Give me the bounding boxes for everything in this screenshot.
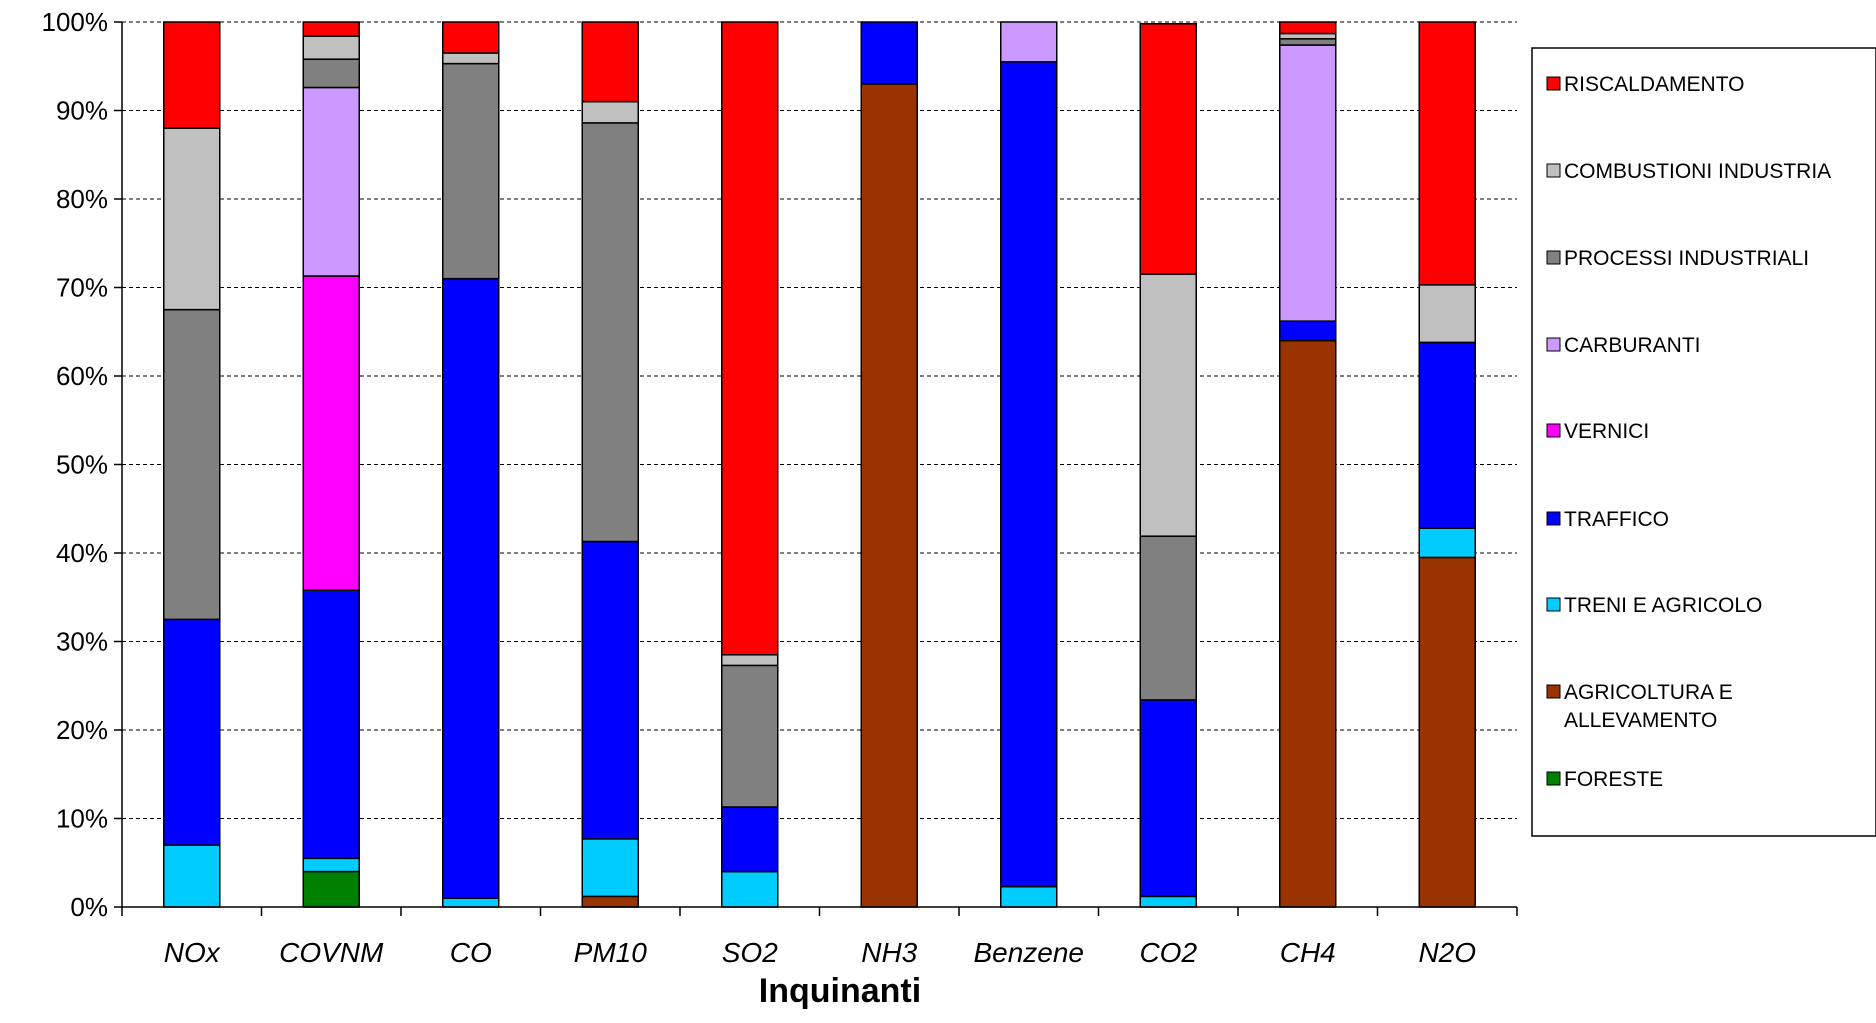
bar-segment — [1418, 341, 1476, 529]
bar-segment — [860, 83, 918, 908]
bar-segment — [442, 277, 500, 899]
bar-segment — [581, 122, 639, 543]
bar-segment — [1279, 21, 1337, 35]
bar-segment — [1418, 284, 1476, 344]
y-tick-label: 90% — [56, 96, 108, 126]
legend-swatch — [1546, 163, 1561, 178]
y-tick-label: 80% — [56, 184, 108, 214]
x-tick-label: CH4 — [1280, 937, 1336, 968]
y-tick-labels: 0% 10% 20% 30% 40% 50% 60% 70% 80% 90% 100% — [42, 7, 122, 922]
legend-box — [1531, 47, 1876, 837]
bar-segment — [581, 540, 639, 840]
bar-segment — [1000, 885, 1058, 908]
bar-segment — [442, 62, 500, 280]
bar-segment — [163, 308, 221, 621]
bar-segment — [1418, 556, 1476, 908]
x-axis-title: Inquinanti — [759, 972, 921, 1010]
bar-segment — [1279, 320, 1337, 342]
bar-segment — [1279, 44, 1337, 322]
bar-segment — [1000, 61, 1058, 888]
bar-segment — [442, 52, 500, 65]
x-tick-label: Benzene — [973, 937, 1084, 968]
bar-segment — [1139, 535, 1197, 701]
bar-segment — [302, 857, 360, 873]
legend-swatch — [1546, 250, 1561, 265]
bar-segment — [721, 654, 779, 667]
bars — [163, 21, 1476, 908]
legend-label: VERNICI — [1564, 420, 1649, 443]
bar-segment — [1139, 23, 1197, 275]
x-tick-label: PM10 — [574, 937, 648, 968]
legend-swatch — [1546, 76, 1561, 91]
legend: RISCALDAMENTO COMBUSTIONI INDUSTRIA PROCES… — [1531, 47, 1876, 837]
y-tick-label: 100% — [42, 7, 109, 37]
bar-segment — [1139, 273, 1197, 537]
bar-segment — [1279, 38, 1337, 46]
bar-segment — [302, 589, 360, 860]
bar-segment — [1279, 32, 1337, 40]
x-tick-label: COVNM — [279, 937, 384, 968]
legend-label: CARBURANTI — [1564, 334, 1701, 357]
x-tick-label: SO2 — [722, 937, 778, 968]
bar-segment — [581, 100, 639, 124]
x-tick-label: NH3 — [861, 937, 917, 968]
legend-label: TRENI E AGRICOLO — [1564, 594, 1762, 617]
bar-segment — [302, 86, 360, 277]
bar-segment — [1139, 895, 1197, 908]
y-tick-label: 60% — [56, 361, 108, 391]
x-tick-label: CO — [450, 937, 492, 968]
legend-label: TRAFFICO — [1564, 508, 1669, 531]
bar-segment — [1279, 339, 1337, 908]
legend-label: RISCALDAMENTO — [1564, 73, 1744, 96]
y-tick-label: 10% — [56, 804, 108, 834]
x-tick-label: N2O — [1418, 937, 1476, 968]
y-tick-label: 40% — [56, 538, 108, 568]
bar-segment — [581, 838, 639, 898]
bar-segment — [721, 664, 779, 808]
legend-label: FORESTE — [1564, 768, 1663, 791]
x-tick-label: CO2 — [1139, 937, 1197, 968]
bar-segment — [860, 21, 918, 85]
bar-segment — [163, 618, 221, 846]
bar-segment — [721, 21, 779, 656]
legend-label: COMBUSTIONI INDUSTRIA — [1564, 160, 1831, 183]
y-tick-label: 0% — [70, 892, 108, 922]
legend-swatch — [1546, 597, 1561, 612]
bar-segment — [302, 275, 360, 591]
bar-segment — [581, 21, 639, 103]
bar-segment — [1418, 527, 1476, 559]
bar-segment — [163, 127, 221, 311]
bar-segment — [163, 844, 221, 908]
bar-segment — [302, 870, 360, 908]
bar-segment — [302, 35, 360, 60]
x-tick-labels: NOx COVNM CO PM10 SO2 NH3 Benzene CO2 CH4 N2O — [164, 937, 1476, 968]
bar-segment — [442, 21, 500, 54]
legend-swatch — [1546, 771, 1561, 786]
bar-segment — [581, 895, 639, 908]
y-tick-label: 20% — [56, 715, 108, 745]
y-tick-label: 30% — [56, 627, 108, 657]
bar-segment — [721, 806, 779, 873]
legend-swatch — [1546, 511, 1561, 526]
bar-segment — [302, 21, 360, 37]
bar-segment — [302, 58, 360, 89]
bar-segment — [1139, 699, 1197, 898]
legend-label: PROCESSI INDUSTRIALI — [1564, 247, 1809, 270]
x-tick-label: NOx — [164, 937, 221, 968]
bar-segment — [1000, 21, 1058, 63]
legend-swatch — [1546, 423, 1561, 438]
bar-segment — [1418, 21, 1476, 286]
legend-swatch — [1546, 684, 1561, 699]
y-tick-label: 50% — [56, 450, 108, 480]
bar-segment — [442, 897, 500, 908]
y-tick-label: 70% — [56, 273, 108, 303]
bar-segment — [163, 21, 221, 129]
bar-segment — [721, 870, 779, 908]
legend-label: AGRICOLTURA E ALLEVAMENTO — [1564, 681, 1733, 732]
legend-swatch — [1546, 337, 1561, 352]
